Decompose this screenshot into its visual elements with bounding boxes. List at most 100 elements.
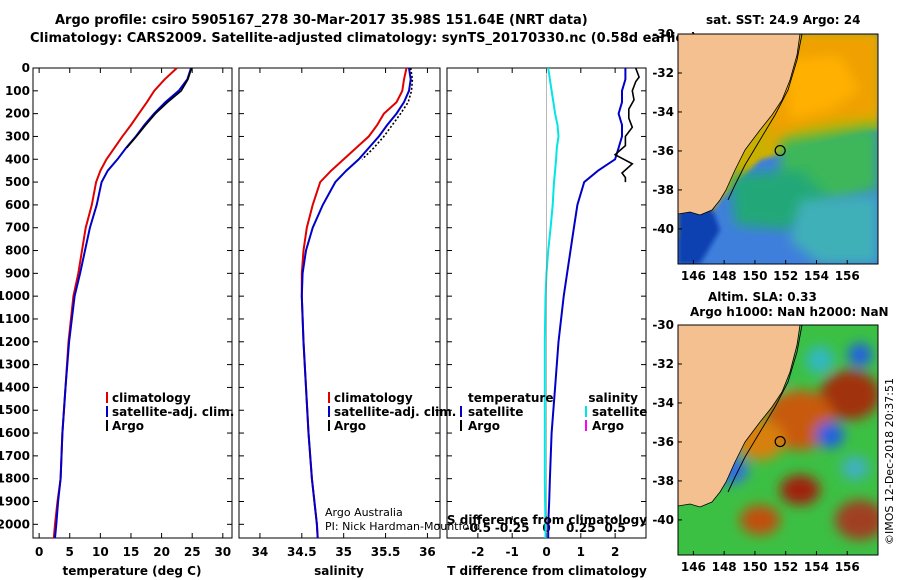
y-tick-label: 1300 [0, 358, 30, 372]
legend-label-salinity-satellite: satellite [592, 405, 647, 419]
x-tick-label: 5 [66, 545, 74, 559]
y-tick-label: 700 [5, 221, 30, 235]
series-temperature-satellite [547, 68, 627, 538]
map-y-tick-label: -30 [652, 27, 674, 41]
series-satellite-adj-clim- [54, 67, 192, 539]
x2-tick-label: -0.25 [495, 521, 530, 535]
y-tick-label: 1500 [0, 403, 30, 417]
title-line-2: Climatology: CARS2009. Satellite-adjuste… [30, 31, 697, 46]
sla-anomaly-low-2 [806, 346, 834, 374]
title-line-1: Argo profile: csiro 5905167_278 30-Mar-2… [55, 13, 588, 28]
series-temperature-argo [613, 67, 641, 183]
map-x-tick-label: 146 [681, 269, 706, 283]
sla-anomaly-high-1 [820, 370, 878, 420]
series-climatology [52, 67, 178, 539]
difference-x2label: S difference from climatology [447, 513, 647, 527]
sla-anomaly-low-5 [841, 456, 869, 480]
map-x-tick-label: 156 [835, 560, 860, 574]
y-tick-label: 1800 [0, 472, 30, 486]
map-x-tick-label: 150 [742, 269, 767, 283]
timestamp: ©IMOS 12-Dec-2018 20:37:51 [883, 378, 896, 545]
map-y-tick-label: -36 [652, 144, 674, 158]
sla-anomaly-high-5 [835, 500, 878, 540]
x2-tick-label: 0.25 [566, 521, 596, 535]
legend-label-argo: Argo [334, 419, 366, 433]
x-tick-label: 25 [184, 545, 201, 559]
y-tick-label: 900 [5, 266, 30, 280]
legend-label-temperature-argo: Argo [468, 419, 500, 433]
x-tick-label: 0 [542, 545, 550, 559]
x-tick-label: 20 [153, 545, 170, 559]
legend-title-temperature: temperature [468, 391, 553, 405]
legend-title-salinity: salinity [588, 391, 638, 405]
temperature-panel-frame [32, 67, 233, 539]
legend-label-satellite: satellite-adj. clim. [334, 405, 456, 419]
y-tick-label: 400 [5, 152, 30, 166]
map-x-tick-label: 150 [742, 560, 767, 574]
map-y-tick-label: -34 [652, 396, 674, 410]
map-x-tick-label: 156 [835, 269, 860, 283]
x-tick-label: 2 [611, 545, 619, 559]
credit-org: Argo Australia [325, 506, 403, 519]
y-tick-label: 0 [22, 61, 30, 75]
x-tick-label: 15 [123, 545, 140, 559]
y-tick-label: 1100 [0, 312, 30, 326]
x-tick-label: 10 [92, 545, 109, 559]
difference-xlabel: T difference from climatology [447, 564, 647, 578]
salinity-legend: climatology satellite-adj. clim. Argo [328, 391, 456, 433]
temperature-xlabel: temperature (deg C) [63, 564, 202, 578]
sst-map-axes: 146 148 150 152 154 156 -30 -32 -34 -36 -38 -40 [652, 27, 859, 283]
sla-map-land [678, 325, 801, 508]
map-x-tick-label: 154 [804, 269, 829, 283]
sst-map [678, 34, 878, 264]
credit-pi: PI: Nick Hardman-Mountford [325, 520, 480, 533]
map-x-tick-label: 148 [712, 269, 737, 283]
sla-anomaly-low-1 [848, 343, 872, 367]
map-y-tick-label: -40 [652, 513, 674, 527]
temperature-legend: climatology satellite-adj. clim. Argo [106, 391, 234, 433]
y-tick-label: 500 [5, 175, 30, 189]
x-tick-label: -1 [506, 545, 519, 559]
y-tick-label: 1900 [0, 494, 30, 508]
sla-map-axes: 146 148 150 152 154 156 -30 -32 -34 -36 -38 -40 [652, 318, 859, 574]
x-tick-label: 34.5 [287, 545, 317, 559]
x-tick-label: 35 [335, 545, 352, 559]
y-tick-label: 1200 [0, 335, 30, 349]
legend-label-salinity-argo: Argo [592, 419, 624, 433]
sla-map-title-1: Altim. SLA: 0.33 [708, 290, 817, 304]
x2-tick-label: 0.5 [604, 521, 625, 535]
sst-map-title: sat. SST: 24.9 Argo: 24 [706, 13, 860, 27]
salinity-chart: 34 34.5 35 35.5 36 [239, 67, 440, 559]
map-y-tick-label: -38 [652, 183, 674, 197]
y-tick-label: 600 [5, 198, 30, 212]
y-tick-label: 1700 [0, 449, 30, 463]
x-tick-label: 0 [35, 545, 43, 559]
difference-chart: -2 -1 0 1 2-0.5 -0.25 0 0.25 0.5 [447, 67, 646, 559]
x-tick-label: 1 [577, 545, 585, 559]
map-y-tick-label: -38 [652, 474, 674, 488]
salinity-panel-frame [238, 67, 441, 539]
y-tick-label: 300 [5, 129, 30, 143]
salinity-xlabel: salinity [314, 564, 364, 578]
float-position-marker [774, 144, 786, 157]
map-y-tick-label: -40 [652, 222, 674, 236]
map-y-tick-label: -30 [652, 318, 674, 332]
series-argo [361, 67, 414, 160]
sst-map-land [678, 34, 801, 216]
sst-map-frame [677, 33, 879, 265]
map-x-tick-label: 146 [681, 560, 706, 574]
map-y-tick-label: -32 [652, 66, 674, 80]
series-argo [126, 67, 193, 149]
series-salinity-satellite [543, 67, 560, 538]
legend-label-satellite: satellite-adj. clim. [112, 405, 234, 419]
legend-label-temperature-satellite: satellite [468, 405, 523, 419]
y-tick-label: 1000 [0, 289, 30, 303]
x-tick-label: -2 [471, 545, 484, 559]
sla-map-frame [677, 324, 879, 556]
legend-label-climatology: climatology [112, 391, 191, 405]
sst-map-eddy-warm [785, 55, 860, 120]
sst-map-shelf-contour [727, 34, 803, 201]
map-y-tick-label: -34 [652, 105, 674, 119]
temperature-chart: 0100200300400500600700800900100011001200… [0, 61, 232, 559]
